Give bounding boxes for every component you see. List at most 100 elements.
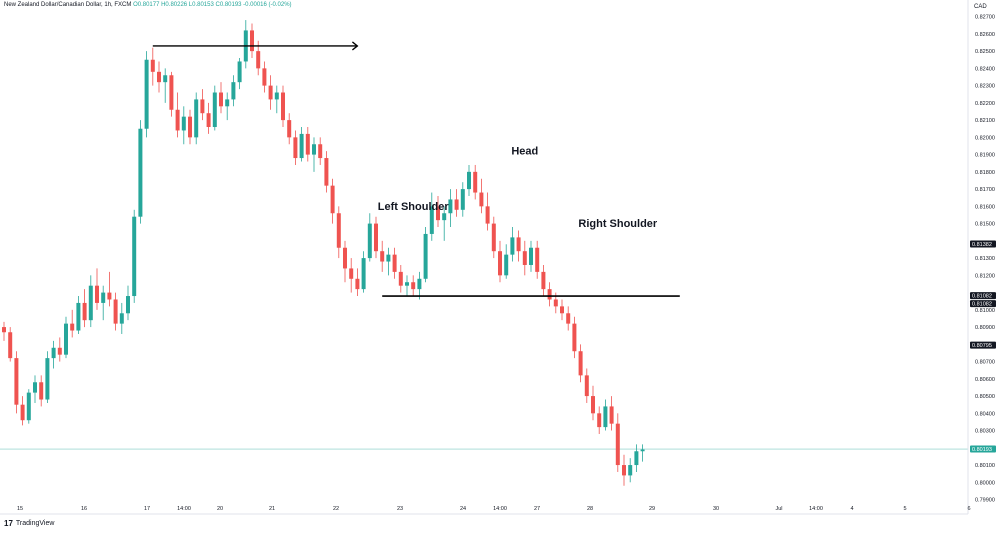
candle-body [417, 278, 422, 290]
candle-body [181, 116, 186, 131]
candle-body [194, 99, 199, 138]
candle-body [374, 223, 378, 252]
candle-body [609, 406, 614, 424]
y-tick-label: 0.81600 [975, 204, 995, 210]
candle-body [572, 323, 577, 352]
candle-body [442, 213, 447, 221]
y-tick-label: 0.82700 [975, 15, 995, 21]
x-tick-label: 22 [333, 506, 339, 512]
candle-body [231, 82, 236, 100]
x-tick-label: 17 [144, 506, 150, 512]
candle-body [88, 285, 93, 321]
candle-layer [2, 20, 645, 486]
candle-body [212, 92, 217, 128]
candle-body [349, 268, 354, 279]
candle-body [510, 237, 515, 255]
candle-body [188, 116, 192, 138]
candle-body [541, 271, 546, 290]
candle-body [225, 99, 230, 107]
candle-body [578, 351, 583, 376]
candle-body [336, 213, 341, 248]
y-tick-label: 0.82500 [975, 49, 995, 55]
y-tick-label: 0.81000 [975, 308, 995, 314]
candle-body [343, 247, 347, 269]
candle-body [529, 247, 533, 265]
y-tick-label: 0.80300 [975, 429, 995, 435]
ohlc-readout: O0.80177 H0.80226 L0.80153 C0.80193 -0.0… [133, 2, 292, 8]
candle-body [522, 251, 527, 265]
x-tick-label: 24 [460, 506, 466, 512]
candle-body [547, 289, 552, 300]
candle-body [169, 75, 174, 110]
candle-body [560, 306, 564, 314]
pattern-label: Left Shoulder [378, 201, 450, 213]
candle-body [250, 30, 254, 52]
candle-body [150, 59, 155, 72]
candle-body [467, 171, 471, 190]
y-tick-label: 0.81300 [975, 256, 995, 262]
price-label-box [970, 292, 996, 300]
y-tick-label: 0.81900 [975, 153, 995, 159]
candle-body [33, 382, 37, 393]
candle-body [535, 247, 540, 272]
candle-body [380, 251, 385, 262]
candle-body [485, 206, 490, 224]
candle-body [8, 332, 13, 359]
candle-body [628, 465, 633, 476]
candle-body [454, 199, 459, 210]
tradingview-logo[interactable]: 17 TradingView [4, 519, 54, 528]
x-tick-label: 5 [903, 506, 906, 512]
candle-body [504, 254, 509, 276]
candle-body [498, 251, 502, 276]
candle-body [126, 296, 130, 314]
y-tick-label: 0.81200 [975, 273, 995, 279]
candle-body [324, 158, 329, 186]
candle-body [386, 254, 391, 262]
y-tick-label: 0.80600 [975, 377, 995, 383]
candle-body [64, 323, 68, 355]
candle-body [82, 302, 87, 321]
x-tick-label: 30 [713, 506, 719, 512]
annotation-layer: Left Shoulder Head Right Shoulder [152, 41, 680, 297]
candle-body [448, 199, 453, 214]
price-label-box [970, 240, 996, 248]
candle-body [95, 285, 99, 303]
candle-body [175, 109, 180, 131]
candle-body [287, 120, 292, 138]
candle-body [597, 413, 602, 428]
candle-body [491, 223, 496, 252]
candle-body [299, 133, 304, 159]
candle-body [423, 233, 428, 279]
candle-body [640, 449, 645, 452]
candle-body [132, 216, 137, 297]
candle-body [305, 133, 310, 155]
price-label: 0.80795 [972, 343, 992, 349]
y-tick-label: 0.82300 [975, 84, 995, 90]
candle-body [361, 258, 366, 290]
price-label: 0.80193 [972, 447, 992, 453]
y-tick-label: 0.82200 [975, 101, 995, 107]
x-tick-label: 16 [81, 506, 87, 512]
candle-body [144, 59, 149, 129]
candle-body [330, 185, 335, 214]
candle-body [26, 392, 31, 421]
y-tick-label: 0.82000 [975, 135, 995, 141]
candle-body [107, 292, 112, 300]
candle-body [436, 206, 440, 221]
candle-body [293, 137, 298, 159]
x-tick-label: 29 [649, 506, 655, 512]
x-tick-label: 23 [397, 506, 403, 512]
candle-body [312, 144, 316, 155]
y-tick-label: 0.80100 [975, 463, 995, 469]
y-tick-label: 0.80400 [975, 411, 995, 417]
candle-body [367, 223, 372, 259]
candle-body [603, 406, 608, 428]
candle-body [584, 375, 589, 397]
candle-body [622, 465, 626, 476]
candle-body [51, 347, 56, 359]
price-label: 0.81382 [972, 242, 992, 248]
candle-body [200, 99, 205, 114]
candle-body [39, 382, 44, 400]
